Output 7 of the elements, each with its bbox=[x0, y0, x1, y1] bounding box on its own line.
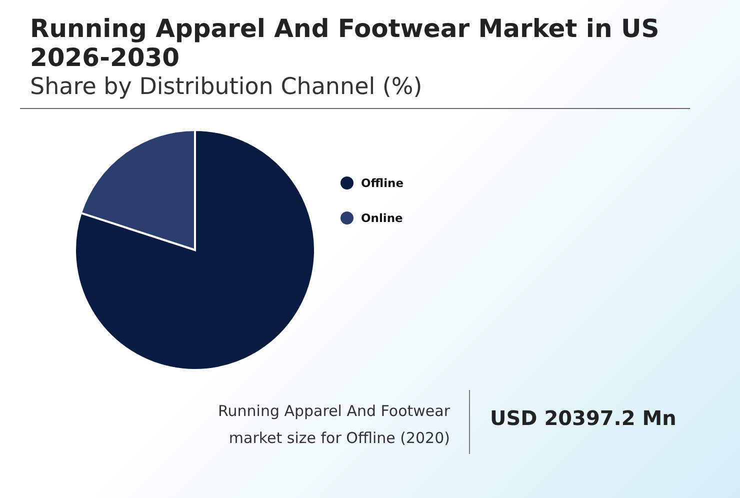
chart-title: Running Apparel And Footwear Market in US 2026-2030 bbox=[30, 14, 660, 72]
legend-label: Online bbox=[361, 211, 403, 225]
text: Running Apparel And Footwear market size for Offline (2020) bbox=[217, 401, 450, 449]
chart-subtitle: Share by Distribution Channel (%) bbox=[30, 74, 422, 100]
text: USD 20397.2 Mn bbox=[490, 406, 676, 430]
pie-slice bbox=[74, 129, 316, 371]
legend-label: Offline bbox=[361, 176, 404, 190]
